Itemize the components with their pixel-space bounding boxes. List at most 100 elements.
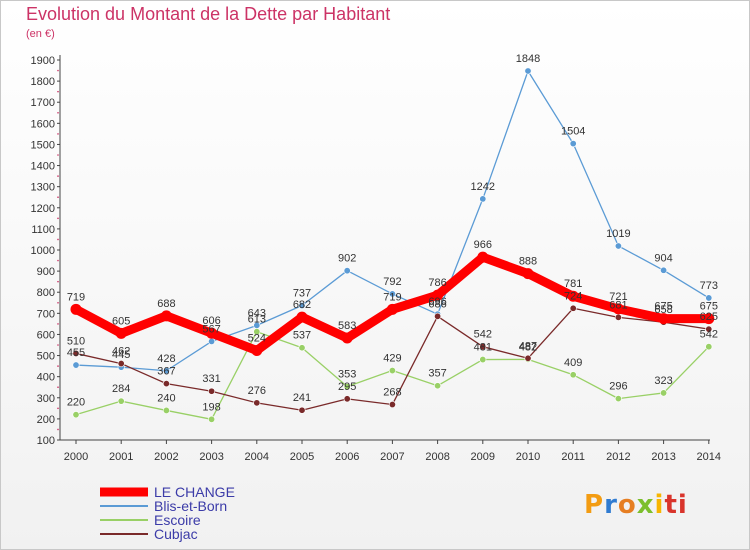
data-point bbox=[208, 337, 216, 345]
data-point bbox=[388, 367, 396, 375]
x-tick-label: 2014 bbox=[697, 451, 721, 463]
data-point bbox=[253, 399, 261, 407]
y-tick-label: 1400 bbox=[31, 161, 55, 173]
data-label: 643 bbox=[248, 307, 266, 319]
x-tick-label: 2000 bbox=[64, 451, 88, 463]
proxiti-logo: Proxiti bbox=[584, 490, 688, 520]
data-label: 686 bbox=[428, 298, 446, 310]
y-minor-tick bbox=[57, 407, 59, 410]
y-tick-label: 800 bbox=[37, 287, 55, 299]
y-tick-label: 600 bbox=[37, 329, 55, 341]
data-label: 696 bbox=[428, 296, 446, 308]
y-minor-tick bbox=[57, 301, 59, 304]
data-label: 331 bbox=[202, 373, 220, 385]
data-label: 1848 bbox=[516, 53, 540, 65]
data-point bbox=[298, 302, 306, 310]
x-tick-label: 2010 bbox=[516, 451, 540, 463]
data-label: 220 bbox=[67, 397, 85, 409]
y-minor-tick bbox=[57, 323, 59, 325]
data-label: 966 bbox=[474, 239, 492, 251]
data-point bbox=[298, 406, 306, 414]
legend-label: LE CHANGE bbox=[154, 484, 235, 500]
data-label: 773 bbox=[700, 280, 718, 292]
data-point bbox=[162, 367, 170, 375]
data-label: 241 bbox=[293, 392, 311, 404]
data-point bbox=[343, 267, 351, 275]
data-point bbox=[660, 266, 668, 274]
data-label: 524 bbox=[248, 332, 266, 344]
data-label: 1019 bbox=[606, 228, 630, 240]
data-point bbox=[160, 310, 172, 322]
data-point bbox=[614, 242, 622, 250]
data-label: 429 bbox=[383, 353, 401, 365]
y-tick-label: 1900 bbox=[31, 55, 55, 67]
y-tick-label: 1700 bbox=[31, 97, 55, 109]
x-tick-label: 2012 bbox=[606, 451, 630, 463]
y-minor-tick bbox=[57, 365, 59, 367]
y-tick-label: 900 bbox=[37, 266, 55, 278]
legend-label: Blis-et-Born bbox=[154, 498, 227, 514]
data-label: 682 bbox=[293, 299, 311, 311]
y-minor-tick bbox=[57, 111, 59, 114]
data-label: 792 bbox=[383, 276, 401, 288]
y-tick-label: 1300 bbox=[31, 182, 55, 194]
data-label: 295 bbox=[338, 381, 356, 393]
chart-subtitle: (en €) bbox=[26, 28, 55, 40]
data-point bbox=[208, 415, 216, 423]
data-label: 902 bbox=[338, 253, 356, 265]
x-tick-label: 2006 bbox=[335, 451, 359, 463]
y-minor-tick bbox=[57, 133, 59, 135]
data-point bbox=[614, 395, 622, 403]
data-label: 296 bbox=[609, 381, 627, 393]
data-point bbox=[705, 294, 713, 302]
data-point bbox=[117, 360, 125, 368]
data-point bbox=[434, 382, 442, 390]
series-line-blis-et-born bbox=[75, 70, 710, 372]
data-label: 719 bbox=[383, 291, 401, 303]
data-label: 357 bbox=[428, 368, 446, 380]
y-tick-label: 400 bbox=[37, 372, 55, 384]
data-label: 481 bbox=[474, 342, 492, 354]
data-point bbox=[343, 383, 351, 391]
data-label: 658 bbox=[654, 304, 672, 316]
data-label: 605 bbox=[112, 315, 130, 327]
x-tick-label: 2009 bbox=[471, 451, 495, 463]
data-point bbox=[432, 289, 444, 301]
y-tick-label: 200 bbox=[37, 414, 55, 426]
y-minor-tick bbox=[57, 154, 59, 156]
data-point bbox=[298, 344, 306, 352]
data-point bbox=[296, 311, 308, 323]
data-label: 409 bbox=[564, 357, 582, 369]
data-point bbox=[522, 268, 534, 280]
y-minor-tick bbox=[57, 344, 59, 346]
data-point bbox=[341, 332, 353, 344]
data-point bbox=[206, 327, 218, 339]
data-label: 542 bbox=[700, 329, 718, 341]
x-tick-label: 2013 bbox=[651, 451, 675, 463]
data-point bbox=[660, 389, 668, 397]
y-minor-tick bbox=[57, 238, 59, 241]
data-point bbox=[569, 140, 577, 148]
data-label: 724 bbox=[564, 290, 582, 302]
data-label: 786 bbox=[428, 277, 446, 289]
data-point bbox=[479, 343, 487, 351]
y-minor-tick bbox=[57, 280, 59, 283]
data-point bbox=[162, 406, 170, 414]
data-point bbox=[477, 251, 489, 263]
data-point bbox=[115, 327, 127, 339]
y-minor-tick bbox=[57, 386, 59, 389]
data-label: 904 bbox=[654, 252, 672, 264]
data-label: 721 bbox=[609, 291, 627, 303]
data-label: 583 bbox=[338, 320, 356, 332]
data-point bbox=[567, 290, 579, 302]
data-point bbox=[251, 344, 263, 356]
data-label: 681 bbox=[609, 299, 627, 311]
data-label: 542 bbox=[474, 329, 492, 341]
data-point bbox=[388, 290, 396, 298]
data-point bbox=[434, 312, 442, 320]
x-tick-label: 2005 bbox=[290, 451, 314, 463]
y-tick-label: 1600 bbox=[31, 118, 55, 130]
data-point bbox=[703, 313, 715, 325]
data-point bbox=[253, 328, 261, 336]
data-label: 268 bbox=[383, 387, 401, 399]
